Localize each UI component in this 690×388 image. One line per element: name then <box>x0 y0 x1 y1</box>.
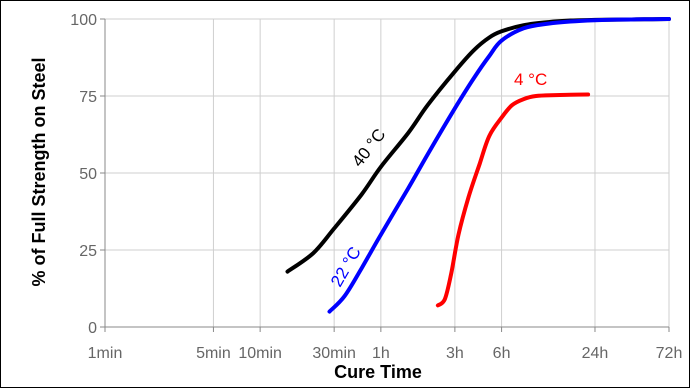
x-tick-label: 1h <box>372 345 390 362</box>
x-tick-label: 30min <box>312 345 356 362</box>
axes <box>100 18 670 332</box>
series-label-4c: 4 °C <box>514 70 547 89</box>
y-tick-label: 75 <box>79 89 97 106</box>
y-tick-labels: 0 25 50 75 100 <box>70 12 97 337</box>
y-axis-title: % of Full Strength on Steel <box>29 58 49 287</box>
x-tick-label: 72h <box>656 345 683 362</box>
x-tick-label: 3h <box>446 345 464 362</box>
y-tick-label: 25 <box>79 243 97 260</box>
x-tick-label: 24h <box>582 345 609 362</box>
series-line-2 <box>435 92 591 308</box>
y-tick-label: 50 <box>79 166 97 183</box>
x-axis-title: Cure Time <box>334 362 422 382</box>
x-tick-label: 6h <box>493 345 511 362</box>
y-tick-label: 0 <box>88 320 97 337</box>
series-lines <box>285 17 671 314</box>
x-tick-label: 10min <box>238 345 282 362</box>
series-line-0 <box>285 17 671 274</box>
series-line-1 <box>327 17 671 314</box>
x-tick-labels: 1min 5min 10min 30min 1h 3h 6h 24h 72h <box>88 345 683 362</box>
y-tick-label: 100 <box>70 12 97 29</box>
x-tick-label: 1min <box>88 345 123 362</box>
grid-lines <box>105 18 670 327</box>
x-tick-label: 5min <box>196 345 231 362</box>
